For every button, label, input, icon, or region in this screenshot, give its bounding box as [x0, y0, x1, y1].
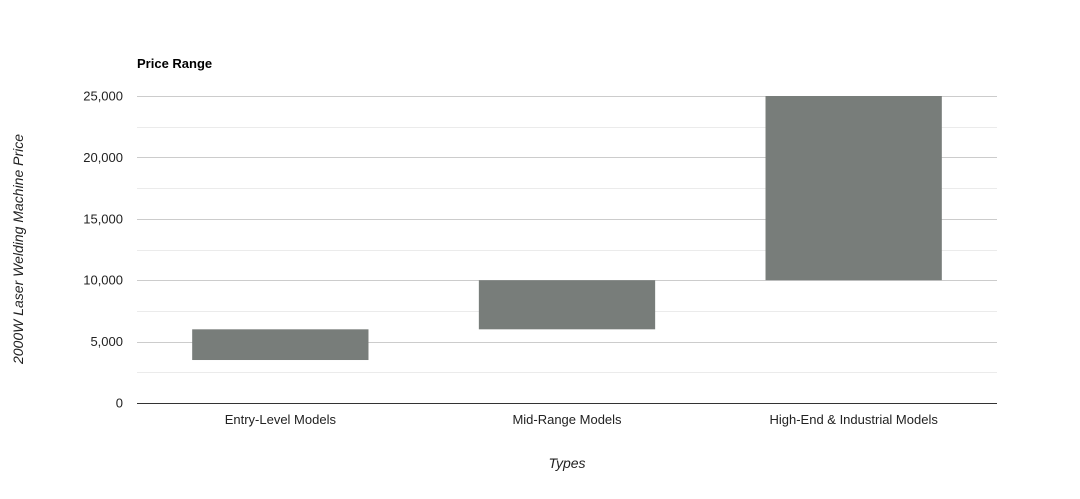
bars [192, 96, 942, 361]
x-tick-labels: Entry-Level Models Mid-Range Models High-E… [225, 412, 939, 427]
x-tick-label: High-End & Industrial Models [769, 412, 938, 427]
y-tick-label: 0 [116, 396, 123, 411]
y-tick-label: 15,000 [83, 211, 123, 226]
bar-mid-range-models [478, 280, 656, 330]
y-tick-label: 10,000 [83, 273, 123, 288]
chart-title: Price Range [137, 56, 212, 71]
y-tick-label: 20,000 [83, 150, 123, 165]
bar-high-end-industrial-models [765, 96, 942, 281]
x-tick-label: Entry-Level Models [225, 412, 337, 427]
x-axis-label: Types [548, 455, 585, 471]
y-tick-label: 5,000 [90, 334, 123, 349]
bar-entry-level-models [192, 329, 369, 361]
y-tick-labels: 0 5,000 10,000 15,000 20,000 25,000 [83, 89, 123, 411]
x-tick-label: Mid-Range Models [512, 412, 622, 427]
y-axis-label: 2000W Laser Welding Machine Price [10, 134, 26, 365]
y-tick-label: 25,000 [83, 89, 123, 104]
